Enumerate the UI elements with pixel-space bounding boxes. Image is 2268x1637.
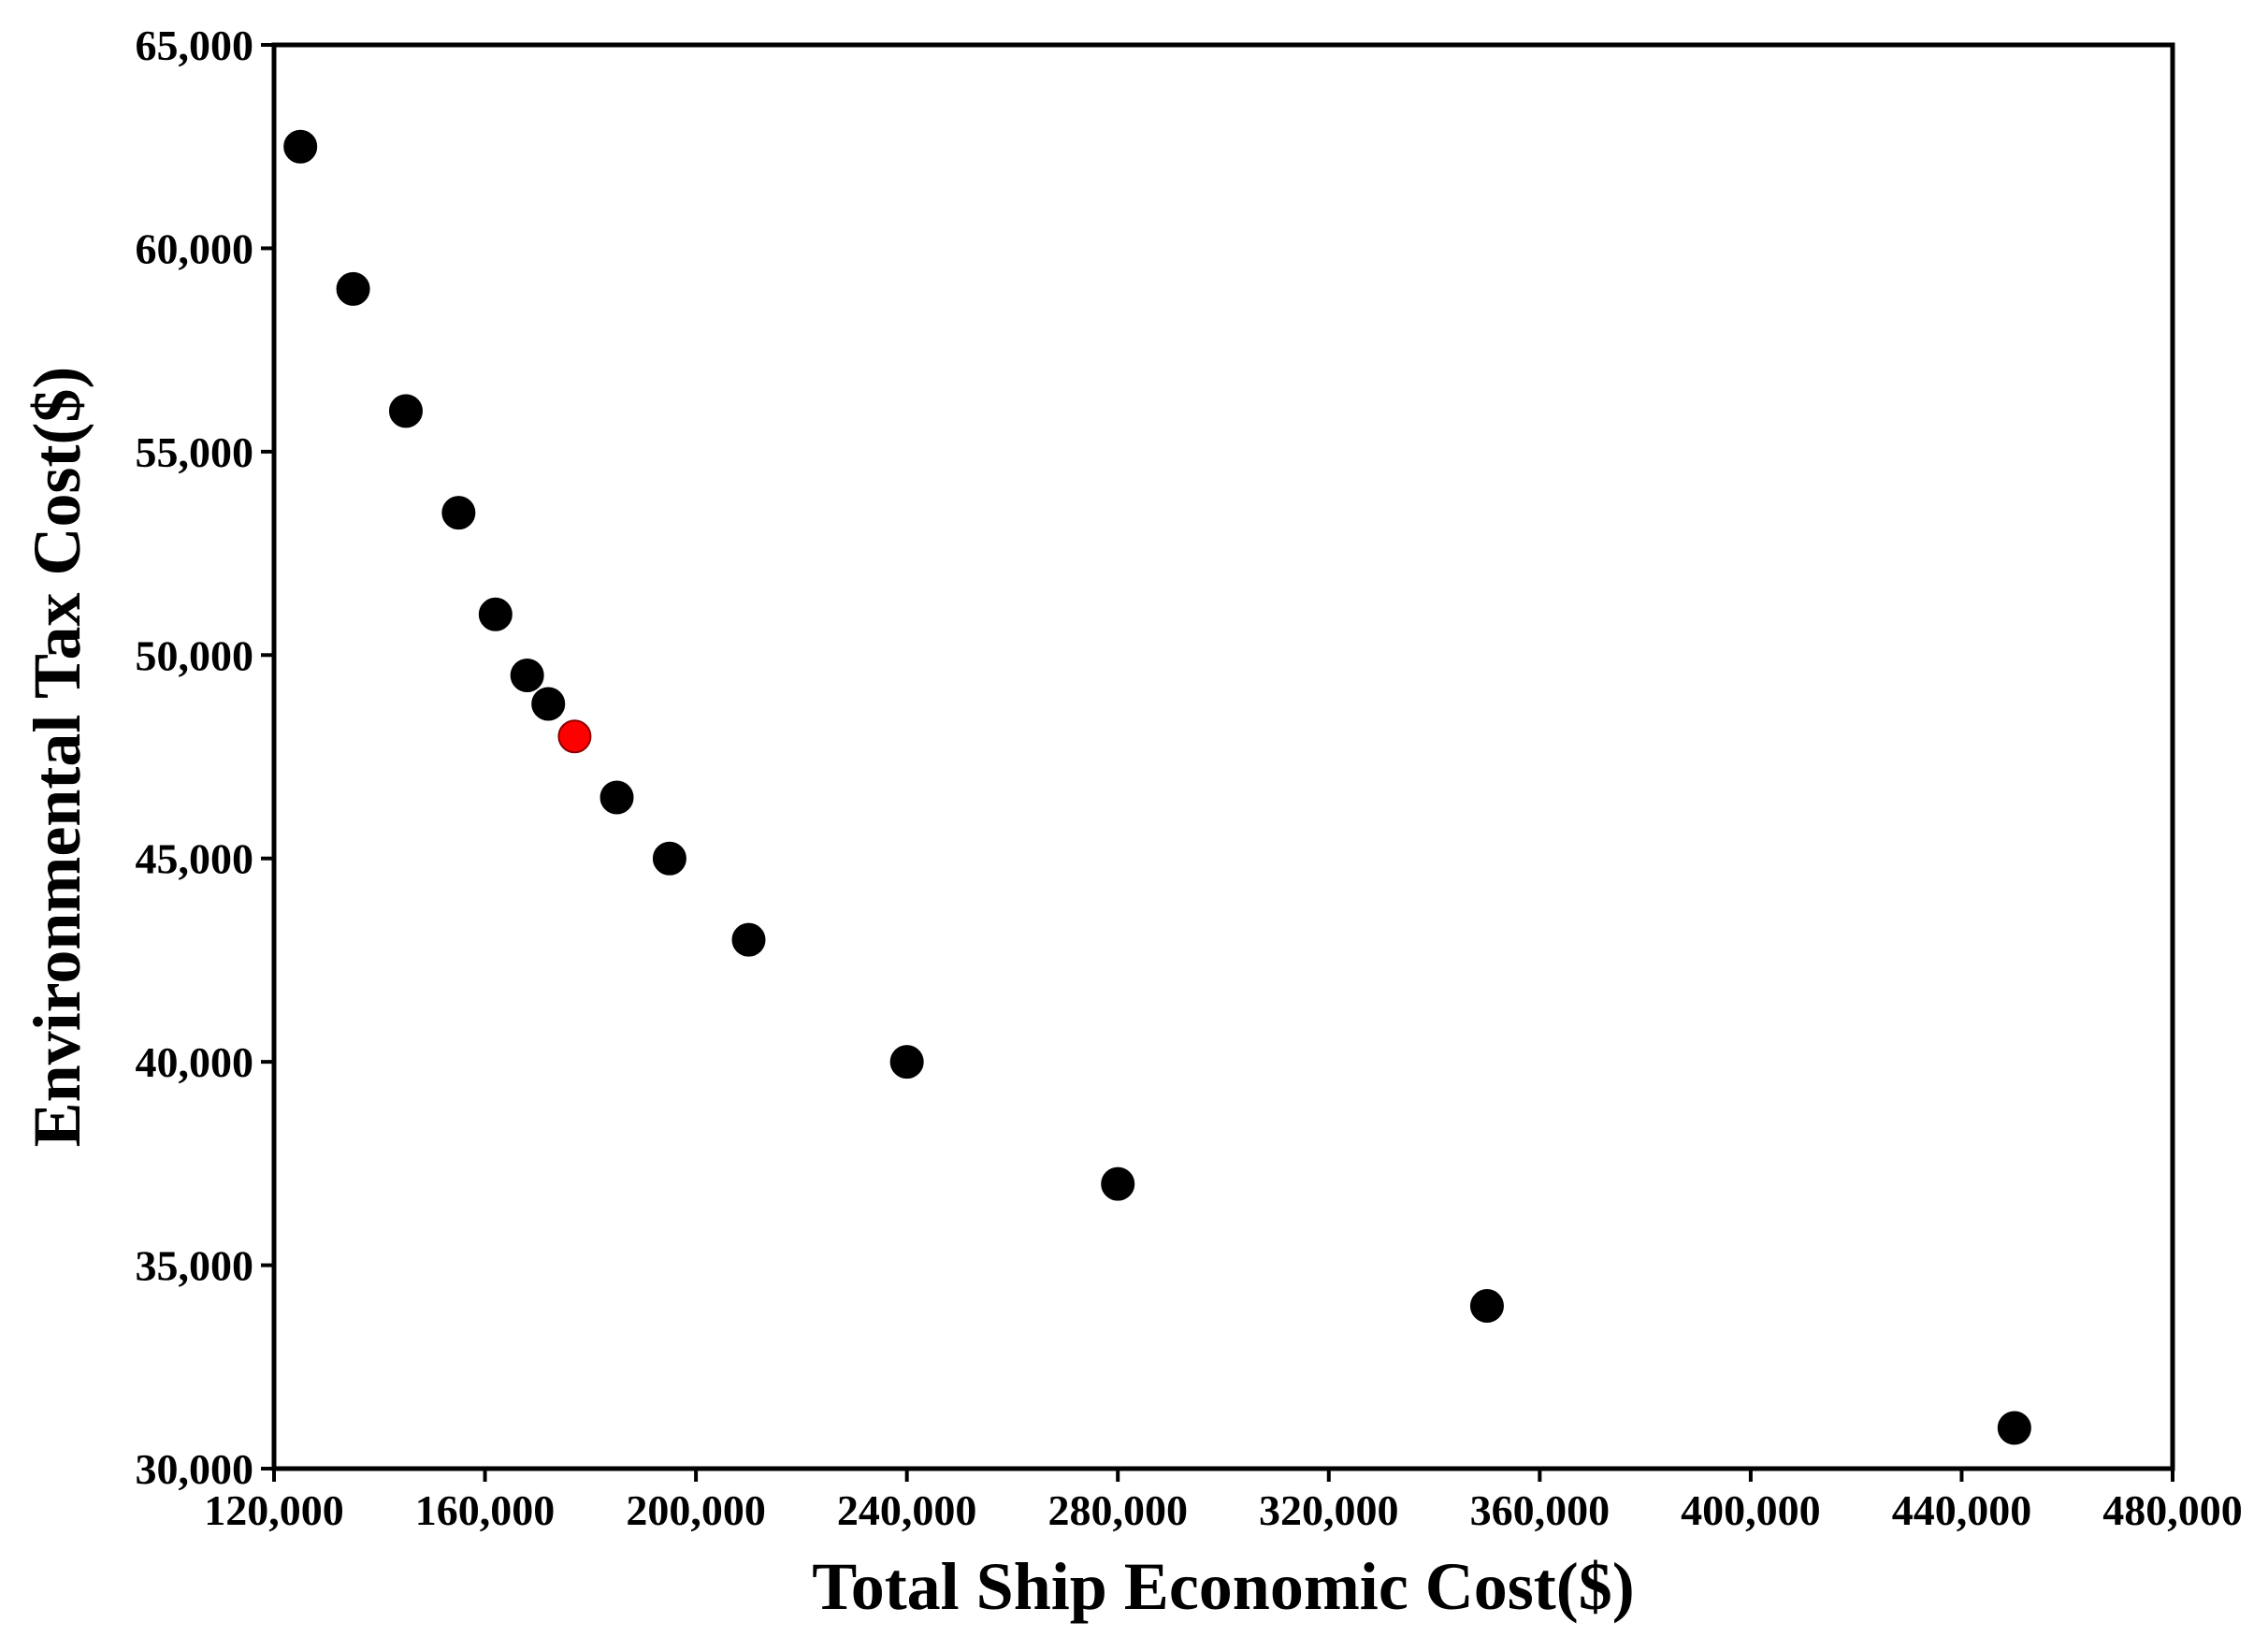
x-tick-label: 400,000 <box>1681 1486 1821 1534</box>
data-point <box>478 597 513 631</box>
data-point <box>889 1045 924 1079</box>
data-point <box>731 922 766 957</box>
y-axis-title: Environmental Tax Cost($) <box>20 367 94 1148</box>
x-tick-label: 320,000 <box>1259 1486 1399 1534</box>
y-tick-label: 65,000 <box>136 22 254 69</box>
data-point-highlighted <box>557 719 592 754</box>
data-points <box>283 129 2031 1445</box>
x-tick-label: 360,000 <box>1470 1486 1611 1534</box>
x-axis-title: Total Ship Economic Cost($) <box>812 1549 1634 1624</box>
x-tick-label: 280,000 <box>1047 1486 1188 1534</box>
x-axis-ticks: 120,000 160,000 200,000 240,000 280,000 320,0… <box>204 1469 2243 1534</box>
data-point <box>336 271 370 306</box>
plot-frame <box>271 42 2175 1471</box>
x-tick-label: 480,000 <box>2102 1486 2243 1534</box>
y-tick-label: 30,000 <box>136 1445 254 1493</box>
x-tick-label: 240,000 <box>837 1486 977 1534</box>
y-tick-label: 40,000 <box>136 1038 254 1086</box>
data-point <box>388 394 423 428</box>
x-tick-label: 160,000 <box>415 1486 556 1534</box>
x-tick-label: 120,000 <box>204 1486 344 1534</box>
x-tick-label: 440,000 <box>1892 1486 2032 1534</box>
data-point <box>510 659 544 693</box>
data-point <box>441 496 476 530</box>
y-axis-ticks: 30,000 35,000 40,000 45,000 50,000 55,000 60,0… <box>136 22 274 1493</box>
y-tick-label: 45,000 <box>136 835 254 883</box>
x-tick-label: 200,000 <box>626 1486 766 1534</box>
y-tick-label: 50,000 <box>136 631 254 679</box>
data-point <box>1101 1166 1135 1201</box>
data-point <box>1997 1411 2031 1445</box>
data-point <box>531 687 566 721</box>
y-tick-label: 55,000 <box>136 428 254 476</box>
y-tick-label: 35,000 <box>136 1242 254 1290</box>
data-point <box>652 841 686 876</box>
data-point <box>600 780 634 815</box>
data-point <box>283 129 318 164</box>
y-tick-label: 60,000 <box>136 225 254 272</box>
data-point <box>1469 1289 1504 1324</box>
